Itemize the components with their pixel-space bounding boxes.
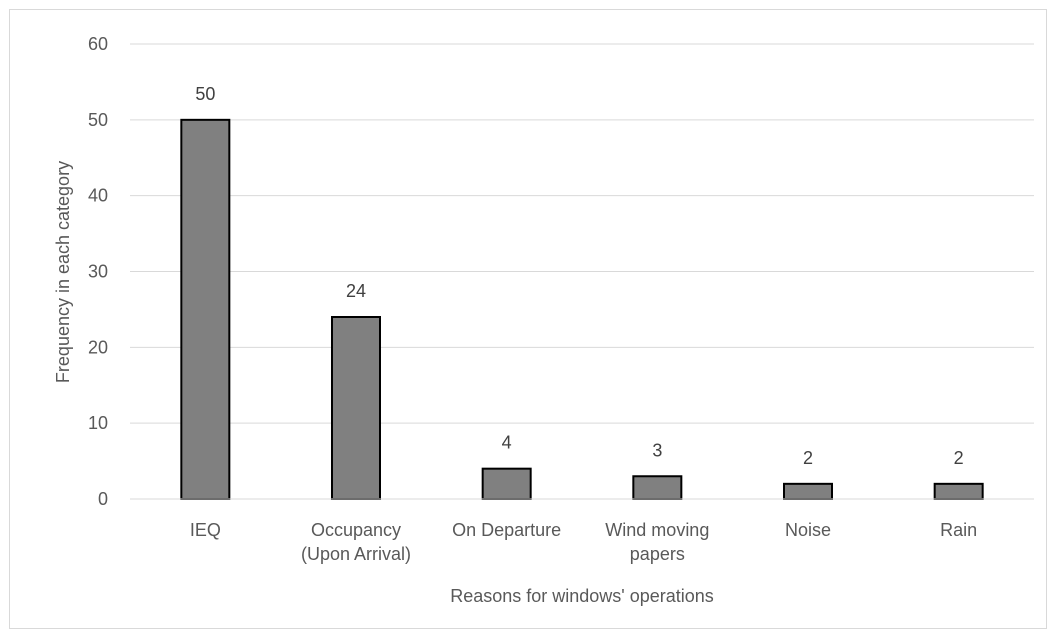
y-tick-label: 20 bbox=[88, 337, 108, 357]
data-labels: 50 24 4 3 2 2 bbox=[195, 84, 963, 468]
x-tick-label: (Upon Arrival) bbox=[301, 544, 411, 564]
data-label: 4 bbox=[502, 433, 512, 453]
x-tick-label: Noise bbox=[785, 520, 831, 540]
y-tick-label: 10 bbox=[88, 413, 108, 433]
bar bbox=[331, 316, 381, 500]
bar bbox=[783, 482, 833, 501]
x-tick-label: IEQ bbox=[190, 520, 221, 540]
y-axis-title: Frequency in each category bbox=[53, 161, 73, 383]
x-tick-label: Rain bbox=[940, 520, 977, 540]
data-label: 24 bbox=[346, 281, 366, 301]
data-label: 2 bbox=[803, 448, 813, 468]
bar bbox=[180, 118, 231, 500]
data-label: 3 bbox=[652, 440, 662, 460]
bars bbox=[180, 118, 984, 501]
y-tick-label: 40 bbox=[88, 186, 108, 206]
y-tick-label: 30 bbox=[88, 262, 108, 282]
x-axis-ticks: IEQ Occupancy (Upon Arrival) On Departure Wi… bbox=[190, 520, 977, 564]
data-label: 2 bbox=[954, 448, 964, 468]
x-tick-label: papers bbox=[630, 544, 685, 564]
y-tick-label: 50 bbox=[88, 110, 108, 130]
bar bbox=[933, 482, 984, 501]
x-tick-label: Wind moving bbox=[605, 520, 709, 540]
bar bbox=[632, 475, 683, 500]
gridlines bbox=[130, 43, 1034, 424]
bar bbox=[481, 467, 532, 500]
data-label: 50 bbox=[195, 84, 215, 104]
x-axis-title: Reasons for windows' operations bbox=[450, 586, 714, 606]
x-tick-label: On Departure bbox=[452, 520, 561, 540]
y-axis-ticks: 0 10 20 30 40 50 60 bbox=[88, 34, 108, 509]
y-tick-label: 60 bbox=[88, 34, 108, 54]
x-tick-label: Occupancy bbox=[311, 520, 401, 540]
y-tick-label: 0 bbox=[98, 489, 108, 509]
